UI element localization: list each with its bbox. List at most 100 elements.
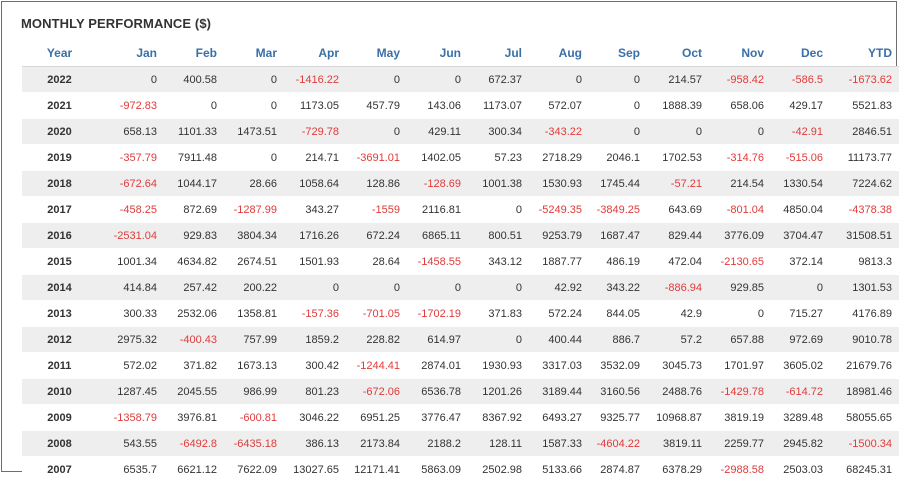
value-cell-mar: 2674.51: [224, 248, 284, 275]
value-cell-feb: 4634.82: [164, 248, 224, 275]
value-cell-mar: 1473.51: [224, 118, 284, 145]
value-cell-nov: 657.88: [709, 326, 771, 353]
year-cell: 2017: [22, 196, 97, 223]
value-cell-may: -1244.41: [346, 352, 407, 379]
value-cell-nov: -2130.65: [709, 248, 771, 275]
value-cell-ytd: 7224.62: [830, 170, 899, 197]
value-cell-mar: 3804.34: [224, 222, 284, 249]
table-row: 2016 -2531.04 929.83 3804.34 1716.26 672.24 68…: [22, 222, 899, 249]
value-cell-sep: 0: [589, 66, 647, 93]
table-row: 2011 572.02 371.82 1673.13 300.42 -1244.41 287…: [22, 352, 899, 379]
value-cell-oct: 42.9: [647, 300, 709, 327]
value-cell-feb: 6621.12: [164, 456, 224, 483]
value-cell-mar: 986.99: [224, 378, 284, 405]
value-cell-dec: -614.72: [771, 378, 830, 405]
value-cell-nov: 214.54: [709, 170, 771, 197]
value-cell-may: 228.82: [346, 326, 407, 353]
value-cell-may: 6951.25: [346, 404, 407, 431]
column-header-sep: Sep: [589, 40, 647, 67]
value-cell-oct: 6378.29: [647, 456, 709, 483]
value-cell-aug: 3189.44: [529, 378, 589, 405]
value-cell-jun: 614.97: [407, 326, 468, 353]
performance-table: Year Jan Feb Mar Apr May Jun Jul Aug Sep Oct Nov Dec…: [22, 40, 899, 483]
value-cell-jun: 5863.09: [407, 456, 468, 483]
value-cell-jun: -1702.19: [407, 300, 468, 327]
value-cell-nov: -801.04: [709, 196, 771, 223]
value-cell-aug: 5133.66: [529, 456, 589, 483]
column-header-dec: Dec: [771, 40, 830, 67]
value-cell-oct: 829.44: [647, 222, 709, 249]
value-cell-dec: 3704.47: [771, 222, 830, 249]
value-cell-aug: 6493.27: [529, 404, 589, 431]
table-header-row: Year Jan Feb Mar Apr May Jun Jul Aug Sep Oct Nov Dec…: [22, 40, 899, 67]
value-cell-jan: 543.55: [97, 430, 164, 457]
value-cell-apr: -157.36: [284, 300, 346, 327]
column-header-ytd: YTD: [830, 40, 899, 67]
value-cell-aug: -5249.35: [529, 196, 589, 223]
value-cell-may: 672.24: [346, 222, 407, 249]
table-row: 2009 -1358.79 3976.81 -600.81 3046.22 6951.25…: [22, 404, 899, 431]
value-cell-nov: 1701.97: [709, 352, 771, 379]
value-cell-may: 457.79: [346, 92, 407, 119]
year-cell: 2011: [22, 352, 97, 379]
value-cell-aug: -343.22: [529, 118, 589, 145]
value-cell-mar: -6435.18: [224, 430, 284, 457]
value-cell-jul: 800.51: [468, 222, 529, 249]
value-cell-jul: 1173.07: [468, 92, 529, 119]
value-cell-jan: 658.13: [97, 118, 164, 145]
column-header-nov: Nov: [709, 40, 771, 67]
value-cell-jun: 143.06: [407, 92, 468, 119]
value-cell-jan: -972.83: [97, 92, 164, 119]
value-cell-feb: 400.58: [164, 66, 224, 93]
value-cell-jan: -1358.79: [97, 404, 164, 431]
table-row: 2008 543.55 -6492.8 -6435.18 386.13 2173.84 21…: [22, 430, 899, 457]
value-cell-jan: -2531.04: [97, 222, 164, 249]
column-header-jan: Jan: [97, 40, 164, 67]
value-cell-sep: 886.7: [589, 326, 647, 353]
table-row: 2022 0 400.58 0 -1416.22 0 0 672.37 0 0 214.57 -958…: [22, 66, 899, 93]
value-cell-feb: 257.42: [164, 274, 224, 301]
value-cell-jun: 0: [407, 66, 468, 93]
year-cell: 2009: [22, 404, 97, 431]
year-cell: 2010: [22, 378, 97, 405]
year-cell: 2013: [22, 300, 97, 327]
value-cell-jun: 2188.2: [407, 430, 468, 457]
value-cell-jul: 672.37: [468, 66, 529, 93]
value-cell-oct: 3045.73: [647, 352, 709, 379]
value-cell-ytd: 11173.77: [830, 144, 899, 171]
value-cell-may: 128.86: [346, 170, 407, 197]
table-row: 2018 -672.64 1044.17 28.66 1058.64 128.86 -128…: [22, 170, 899, 197]
value-cell-oct: 57.2: [647, 326, 709, 353]
value-cell-apr: 214.71: [284, 144, 346, 171]
value-cell-oct: 472.04: [647, 248, 709, 275]
value-cell-jun: -1458.55: [407, 248, 468, 275]
value-cell-jan: -458.25: [97, 196, 164, 223]
value-cell-ytd: 4176.89: [830, 300, 899, 327]
value-cell-ytd: 31508.51: [830, 222, 899, 249]
value-cell-dec: 715.27: [771, 300, 830, 327]
value-cell-dec: -515.06: [771, 144, 830, 171]
year-cell: 2016: [22, 222, 97, 249]
value-cell-jan: 1001.34: [97, 248, 164, 275]
value-cell-jul: 1930.93: [468, 352, 529, 379]
value-cell-mar: 1673.13: [224, 352, 284, 379]
value-cell-nov: -314.76: [709, 144, 771, 171]
table-row: 2013 300.33 2532.06 1358.81 -157.36 -701.05 -1…: [22, 300, 899, 327]
value-cell-oct: 643.69: [647, 196, 709, 223]
value-cell-jan: -357.79: [97, 144, 164, 171]
value-cell-dec: 372.14: [771, 248, 830, 275]
value-cell-jul: 300.34: [468, 118, 529, 145]
value-cell-may: 28.64: [346, 248, 407, 275]
year-cell: 2019: [22, 144, 97, 171]
value-cell-apr: 1058.64: [284, 170, 346, 197]
value-cell-mar: 0: [224, 92, 284, 119]
value-cell-sep: 486.19: [589, 248, 647, 275]
value-cell-apr: 1859.2: [284, 326, 346, 353]
value-cell-oct: -57.21: [647, 170, 709, 197]
value-cell-apr: -1416.22: [284, 66, 346, 93]
column-header-jul: Jul: [468, 40, 529, 67]
value-cell-feb: 929.83: [164, 222, 224, 249]
value-cell-jul: 1201.26: [468, 378, 529, 405]
value-cell-mar: 200.22: [224, 274, 284, 301]
value-cell-sep: 9325.77: [589, 404, 647, 431]
